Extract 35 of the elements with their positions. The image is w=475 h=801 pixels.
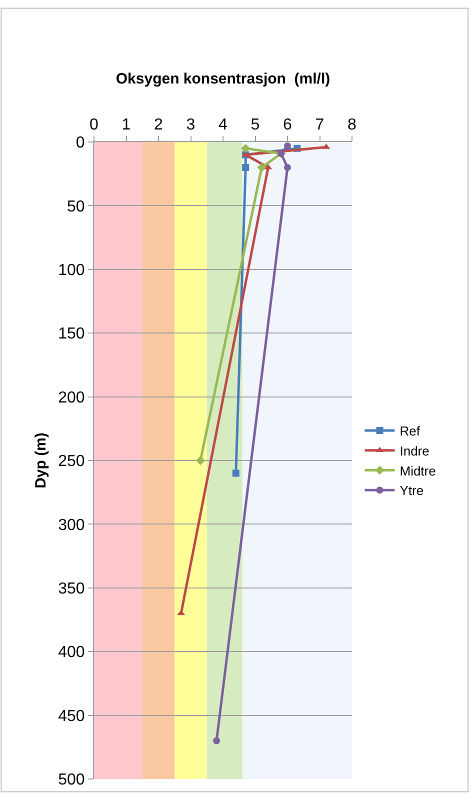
y-tick-label: 100 (58, 262, 85, 279)
legend-label: Indre (400, 443, 430, 458)
point (242, 164, 250, 171)
chart-title: Oksygen konsentrasjon (ml/l) (116, 70, 330, 88)
x-tick-label: 5 (250, 116, 260, 134)
y-tick-label: 150 (58, 326, 85, 343)
point (232, 470, 240, 477)
legend-label: Ytre (400, 483, 424, 498)
y-tick-label: 400 (58, 644, 85, 662)
legend-label: Midtre (400, 463, 436, 478)
y-tick-label: 250 (58, 453, 85, 470)
point (177, 610, 186, 616)
point (196, 456, 205, 466)
x-tick-label: 4 (218, 116, 228, 134)
y-tick-label: 450 (58, 708, 85, 725)
y-tick-label: 500 (58, 772, 85, 789)
point (241, 144, 250, 153)
legend-label: Ref (400, 424, 420, 439)
y-tick-label: 350 (58, 580, 85, 598)
x-tick-label: 8 (348, 116, 357, 134)
x-tick-label: 6 (283, 116, 292, 134)
x-tick-label: 0 (90, 116, 99, 134)
point (257, 162, 266, 172)
point (213, 737, 220, 744)
x-tick-label: 7 (315, 116, 324, 134)
point (284, 164, 291, 171)
y-tick-label: 300 (58, 516, 85, 534)
y-tick-label: 50 (67, 198, 85, 216)
y-axis-title: Dyp (m) (32, 432, 50, 488)
x-tick-label: 1 (122, 116, 131, 134)
y-tick-label: 0 (76, 134, 85, 152)
point (284, 142, 291, 150)
y-tick-label: 200 (58, 389, 85, 406)
x-tick-label: 2 (154, 116, 164, 134)
x-tick-label: 3 (186, 116, 196, 134)
